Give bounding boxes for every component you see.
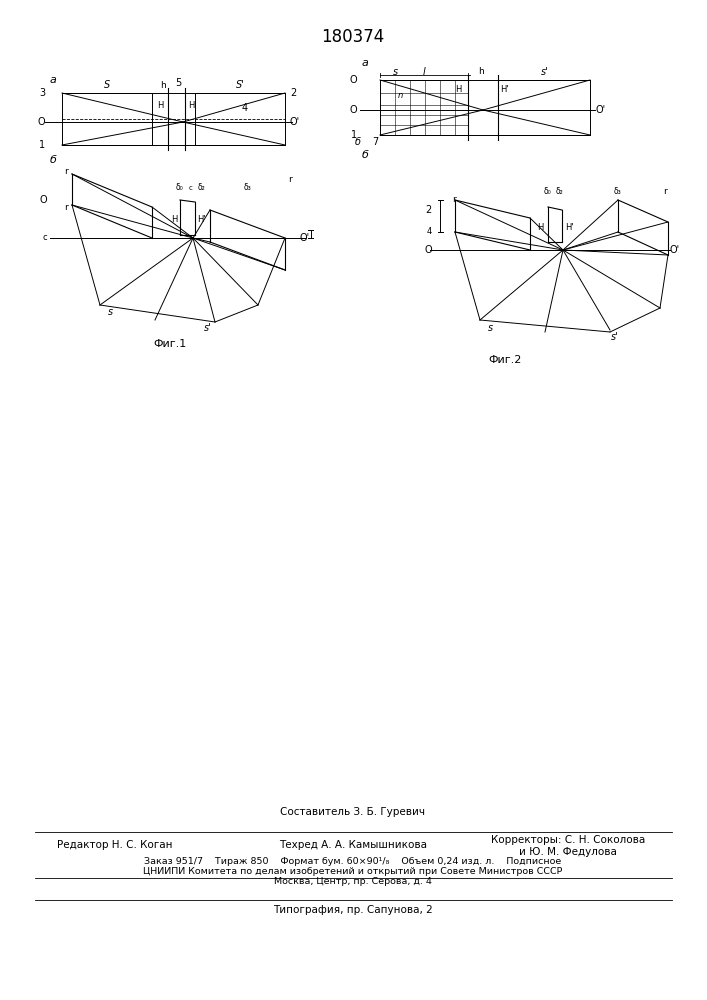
Text: h: h [160,81,166,90]
Text: H: H [455,86,462,95]
Text: δ₃: δ₃ [244,184,252,192]
Text: 7: 7 [372,137,378,147]
Text: а: а [50,75,57,85]
Text: Составитель З. Б. Гуревич: Составитель З. Б. Гуревич [281,807,426,817]
Text: Корректоры: С. Н. Соколова: Корректоры: С. Н. Соколова [491,835,645,845]
Text: s': s' [204,323,212,333]
Text: δ₂: δ₂ [556,188,564,196]
Text: H: H [537,223,544,232]
Text: O': O' [595,105,605,115]
Text: s': s' [541,67,549,77]
Text: δ₂: δ₂ [197,184,205,192]
Text: r: r [64,202,68,212]
Text: δ₃: δ₃ [614,188,622,196]
Text: H: H [158,101,164,109]
Text: Техред А. А. Камышникова: Техред А. А. Камышникова [279,840,427,850]
Text: O: O [40,195,47,205]
Text: 180374: 180374 [322,28,385,46]
Text: Редактор Н. С. Коган: Редактор Н. С. Коган [57,840,173,850]
Text: 4: 4 [242,103,248,113]
Text: O: O [349,105,357,115]
Text: l: l [423,67,426,77]
Text: h: h [478,68,484,77]
Text: Заказ 951/7    Тираж 850    Формат бум. 60×90¹/₈    Объем 0,24 изд. л.    Подпис: Заказ 951/7 Тираж 850 Формат бум. 60×90¹… [144,857,561,866]
Text: H: H [170,216,177,225]
Text: S: S [104,80,110,90]
Text: б: б [355,137,361,147]
Text: O': O' [290,117,300,127]
Text: c: c [42,233,47,242]
Text: r: r [663,188,667,196]
Text: Фиг.2: Фиг.2 [489,355,522,365]
Text: б: б [50,155,57,165]
Text: s: s [107,307,112,317]
Text: 4: 4 [427,228,432,236]
Text: H': H' [500,86,508,95]
Text: c: c [189,185,193,191]
Text: а: а [362,58,369,68]
Text: O': O' [670,245,680,255]
Text: 1: 1 [39,140,45,150]
Text: r: r [452,196,456,205]
Text: O: O [424,245,432,255]
Text: δ₀: δ₀ [544,188,552,196]
Text: Фиг.1: Фиг.1 [153,339,187,349]
Text: S': S' [235,80,245,90]
Text: ЦНИИПИ Комитета по делам изобретений и открытий при Совете Министров СССР: ЦНИИПИ Комитета по делам изобретений и о… [144,867,563,876]
Text: n: n [397,91,402,100]
Text: и Ю. М. Федулова: и Ю. М. Федулова [519,847,617,857]
Text: 5: 5 [175,78,181,88]
Text: H': H' [565,223,573,232]
Text: r: r [64,167,68,176]
Text: δ₀: δ₀ [176,184,184,192]
Text: 2: 2 [426,205,432,215]
Text: 1: 1 [351,130,357,140]
Text: s: s [487,323,493,333]
Text: Типография, пр. Сапунова, 2: Типография, пр. Сапунова, 2 [273,905,433,915]
Text: O': O' [300,233,310,243]
Text: O: O [37,117,45,127]
Text: 2: 2 [290,88,296,98]
Text: s': s' [611,332,619,342]
Text: H': H' [188,101,197,109]
Text: 3: 3 [39,88,45,98]
Text: O: O [349,75,357,85]
Text: б: б [362,150,369,160]
Text: r: r [288,176,292,184]
Text: Москва, Центр, пр. Серова, д. 4: Москва, Центр, пр. Серова, д. 4 [274,878,432,886]
Text: H': H' [197,216,206,225]
Text: s: s [392,67,397,77]
